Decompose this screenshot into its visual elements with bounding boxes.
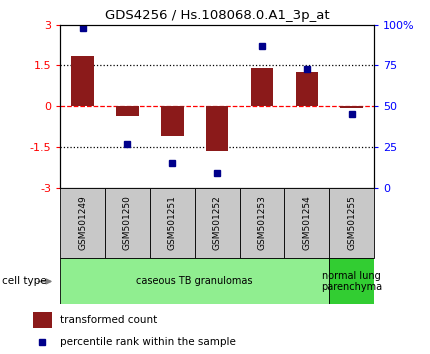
Bar xyxy=(105,188,150,258)
Text: GSM501254: GSM501254 xyxy=(302,196,311,250)
Bar xyxy=(71,56,94,106)
Bar xyxy=(206,106,228,151)
Text: cell type: cell type xyxy=(2,276,47,286)
Bar xyxy=(161,106,184,136)
Text: GSM501252: GSM501252 xyxy=(213,196,221,250)
Text: normal lung
parenchyma: normal lung parenchyma xyxy=(321,270,382,292)
Text: caseous TB granulomas: caseous TB granulomas xyxy=(136,276,253,286)
Text: percentile rank within the sample: percentile rank within the sample xyxy=(60,337,236,347)
Text: GSM501255: GSM501255 xyxy=(347,195,356,251)
Bar xyxy=(240,188,284,258)
Bar xyxy=(296,72,318,106)
Title: GDS4256 / Hs.108068.0.A1_3p_at: GDS4256 / Hs.108068.0.A1_3p_at xyxy=(105,9,329,22)
Bar xyxy=(116,106,138,116)
Bar xyxy=(329,258,374,304)
Text: GSM501253: GSM501253 xyxy=(258,195,267,251)
Bar xyxy=(341,106,363,108)
Text: transformed count: transformed count xyxy=(60,315,157,325)
Bar xyxy=(60,258,329,304)
Bar xyxy=(251,68,273,106)
Bar xyxy=(150,188,195,258)
Bar xyxy=(60,188,105,258)
Text: GSM501249: GSM501249 xyxy=(78,196,87,250)
Text: GSM501251: GSM501251 xyxy=(168,195,177,251)
Bar xyxy=(284,188,329,258)
Text: GSM501250: GSM501250 xyxy=(123,195,132,251)
Bar xyxy=(34,312,52,329)
Bar xyxy=(329,188,374,258)
Bar xyxy=(195,188,240,258)
